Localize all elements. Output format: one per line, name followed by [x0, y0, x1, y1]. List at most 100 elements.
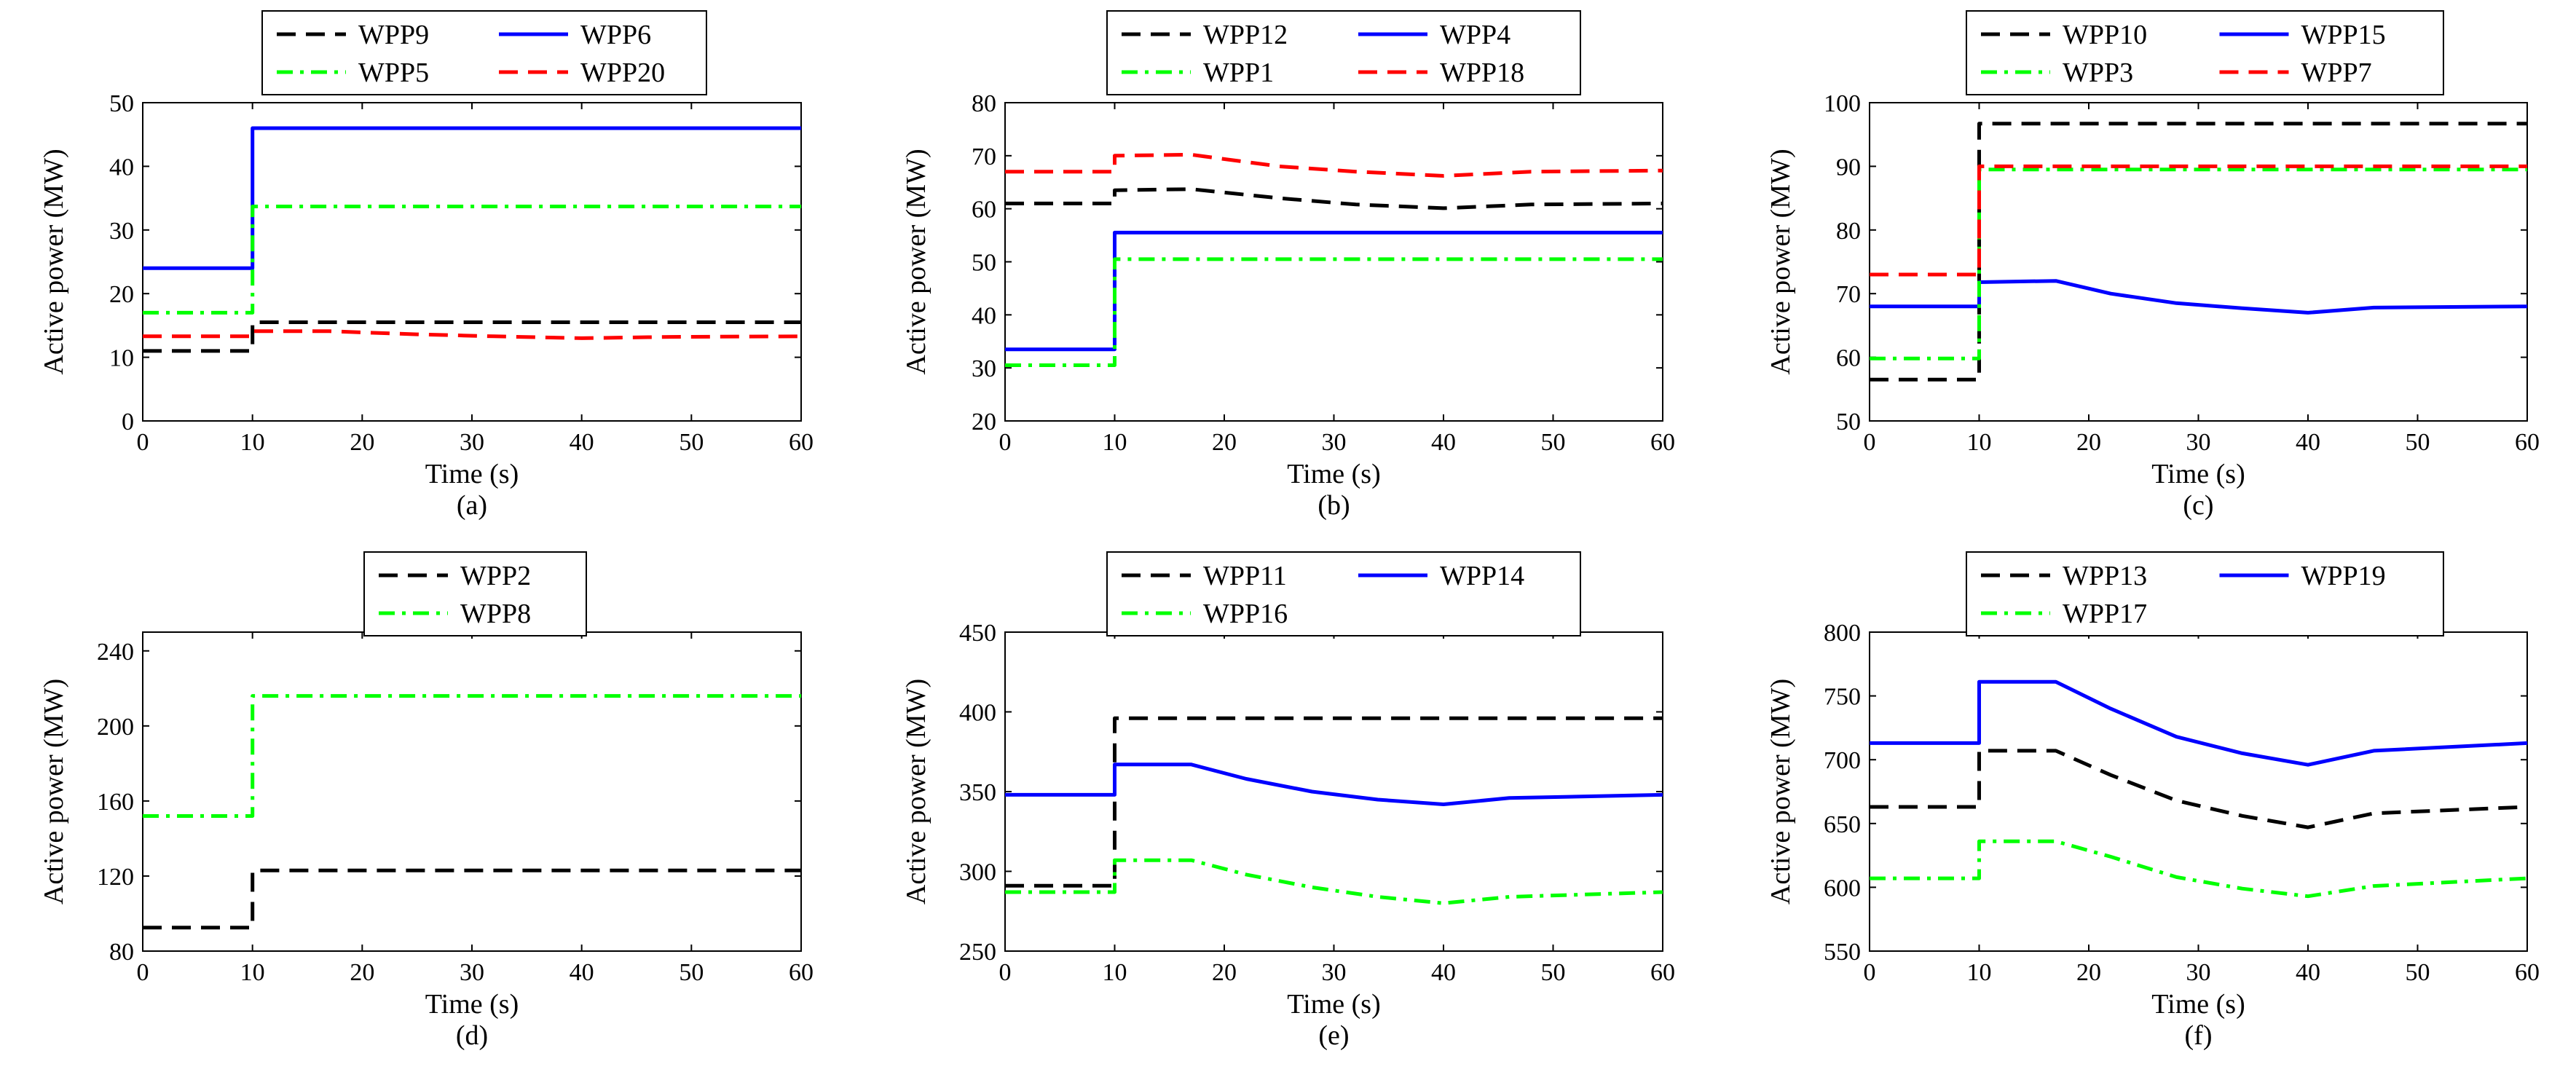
legend-label-wpp7: WPP7 [2301, 58, 2372, 88]
x-tick-label: 40 [2296, 959, 2320, 986]
x-tick-label: 30 [1322, 959, 1347, 986]
series-line-wpp11 [1005, 716, 1663, 888]
series-line-wpp19 [1870, 679, 2528, 767]
x-axis-label: Time (s) [1287, 459, 1380, 489]
y-tick-label: 0 [122, 409, 134, 435]
y-tick-label: 600 [1824, 875, 1861, 902]
legend: WPP11 WPP14 WPP16 [1106, 551, 1581, 636]
legend-label-wpp6: WPP6 [580, 20, 651, 50]
legend: WPP12 WPP4 WPP1 WPP18 [1106, 10, 1581, 95]
legend-label-wpp12: WPP12 [1203, 20, 1288, 50]
x-tick-label: 50 [1541, 959, 1566, 986]
plot-frame [142, 102, 802, 422]
x-tick-label: 60 [2515, 429, 2540, 456]
y-axis-label: Active power (MW) [901, 679, 931, 904]
y-axis-label: Active power (MW) [39, 679, 69, 904]
panel-caption: (a) [457, 490, 487, 521]
series-line-wpp6 [143, 126, 801, 270]
series-line-wpp12 [1005, 187, 1663, 210]
chart-panel-3: 0 10 20 30 40 50 60 50 60 70 80 90 100 Time (s) Active… [1765, 10, 2540, 521]
series-line-wpp7 [1870, 164, 2527, 277]
series-line-wpp1 [1005, 257, 1663, 367]
y-tick-label: 750 [1824, 684, 1861, 711]
x-tick-label: 60 [789, 429, 814, 456]
y-tick-label: 10 [109, 345, 134, 372]
legend-label-wpp8: WPP8 [460, 599, 531, 629]
legend-box [261, 10, 707, 95]
legend-label-wpp20: WPP20 [580, 58, 665, 88]
x-tick-label: 20 [2076, 429, 2101, 456]
chart-panel-4: 0 10 20 30 40 50 60 80 120 160 200 240 Time (s) Activ… [39, 551, 814, 1051]
y-tick-label: 30 [972, 355, 996, 382]
x-tick-label: 10 [1103, 959, 1127, 986]
x-tick-label: 10 [1967, 959, 1992, 986]
x-tick-label: 50 [1541, 429, 1566, 456]
x-axis-label: Time (s) [2151, 989, 2245, 1020]
y-tick-label: 80 [1836, 218, 1861, 245]
legend-label-wpp9: WPP9 [358, 20, 429, 50]
x-tick-label: 60 [2515, 959, 2540, 986]
panel-caption: (b) [1317, 490, 1350, 521]
y-axis-label: Active power (MW) [1765, 149, 1796, 374]
y-tick-label: 160 [97, 789, 134, 816]
series-line-wpp18 [1005, 152, 1663, 178]
legend-label-wpp4: WPP4 [1440, 20, 1510, 50]
x-tick-label: 40 [1431, 959, 1456, 986]
y-tick-label: 90 [1836, 154, 1861, 181]
x-tick-label: 50 [679, 959, 704, 986]
x-tick-label: 20 [2076, 959, 2101, 986]
y-axis-label: Active power (MW) [39, 149, 69, 374]
x-tick-label: 50 [679, 429, 704, 456]
chart-panel-5: 0 10 20 30 40 50 60 250 300 350 400 450 Time (s) Acti… [901, 551, 1675, 1051]
x-tick-label: 20 [350, 429, 374, 456]
legend-label-wpp17: WPP17 [2063, 599, 2147, 629]
legend-label-wpp10: WPP10 [2063, 20, 2147, 50]
plot-frame [1004, 102, 1663, 422]
panel-caption: (d) [456, 1020, 488, 1051]
x-axis-label: Time (s) [425, 459, 519, 489]
series-line-wpp13 [1870, 749, 2528, 829]
legend-label-wpp16: WPP16 [1203, 599, 1288, 629]
x-axis-label: Time (s) [425, 989, 519, 1020]
y-tick-label: 240 [97, 639, 134, 666]
y-tick-label: 400 [959, 700, 996, 727]
x-tick-label: 50 [2406, 959, 2430, 986]
x-tick-label: 40 [1431, 429, 1456, 456]
series-line-wpp20 [143, 329, 802, 340]
legend: WPP10 WPP15 WPP3 WPP7 [1966, 10, 2444, 95]
y-tick-label: 70 [972, 143, 996, 170]
x-tick-label: 0 [999, 429, 1012, 456]
y-tick-label: 20 [972, 409, 996, 435]
y-tick-label: 40 [972, 302, 996, 329]
legend-label-wpp14: WPP14 [1440, 561, 1524, 591]
x-tick-label: 10 [240, 959, 265, 986]
x-tick-label: 30 [2186, 429, 2211, 456]
plot-frame [1004, 631, 1663, 952]
y-tick-label: 200 [97, 714, 134, 741]
series-line-wpp5 [143, 205, 801, 315]
panel-caption: (e) [1318, 1020, 1349, 1051]
y-tick-label: 700 [1824, 747, 1861, 774]
y-tick-label: 550 [1824, 939, 1861, 966]
series-line-wpp8 [143, 694, 801, 818]
y-tick-label: 650 [1824, 811, 1861, 838]
panel-caption: (c) [2183, 490, 2213, 521]
x-tick-label: 0 [999, 959, 1012, 986]
y-tick-label: 250 [959, 939, 996, 966]
series-line-wpp9 [143, 320, 801, 353]
y-tick-label: 350 [959, 779, 996, 806]
legend-box [363, 551, 587, 636]
y-tick-label: 80 [109, 939, 134, 966]
x-tick-label: 10 [1103, 429, 1127, 456]
y-tick-label: 20 [109, 281, 134, 308]
y-tick-label: 80 [972, 90, 996, 117]
x-tick-label: 60 [789, 959, 814, 986]
panel-caption: (f) [2185, 1020, 2213, 1051]
chart-panel-6: 0 10 20 30 40 50 60 550 600 650 700 750 800 Time (s) A… [1765, 551, 2540, 1051]
legend-box [1106, 10, 1581, 95]
legend-label-wpp1: WPP1 [1203, 58, 1274, 88]
legend-label-wpp2: WPP2 [460, 561, 531, 591]
legend-label-wpp19: WPP19 [2301, 561, 2386, 591]
chart-panel-1: 0 10 20 30 40 50 60 0 10 20 30 40 50 Time (s) Active p… [39, 10, 814, 521]
